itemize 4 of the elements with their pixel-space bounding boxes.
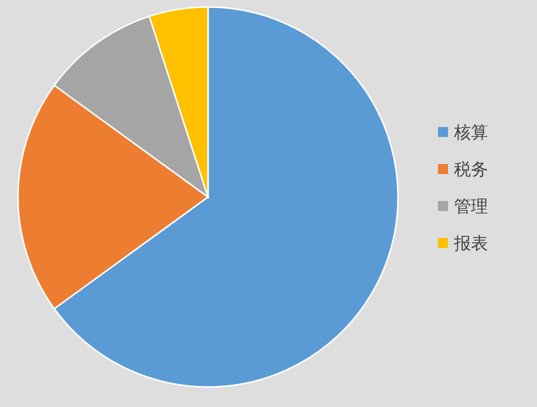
legend-label: 管理 bbox=[454, 197, 488, 217]
legend-label: 税务 bbox=[454, 160, 488, 180]
legend-label: 报表 bbox=[453, 234, 488, 254]
legend-label: 核算 bbox=[453, 123, 488, 143]
